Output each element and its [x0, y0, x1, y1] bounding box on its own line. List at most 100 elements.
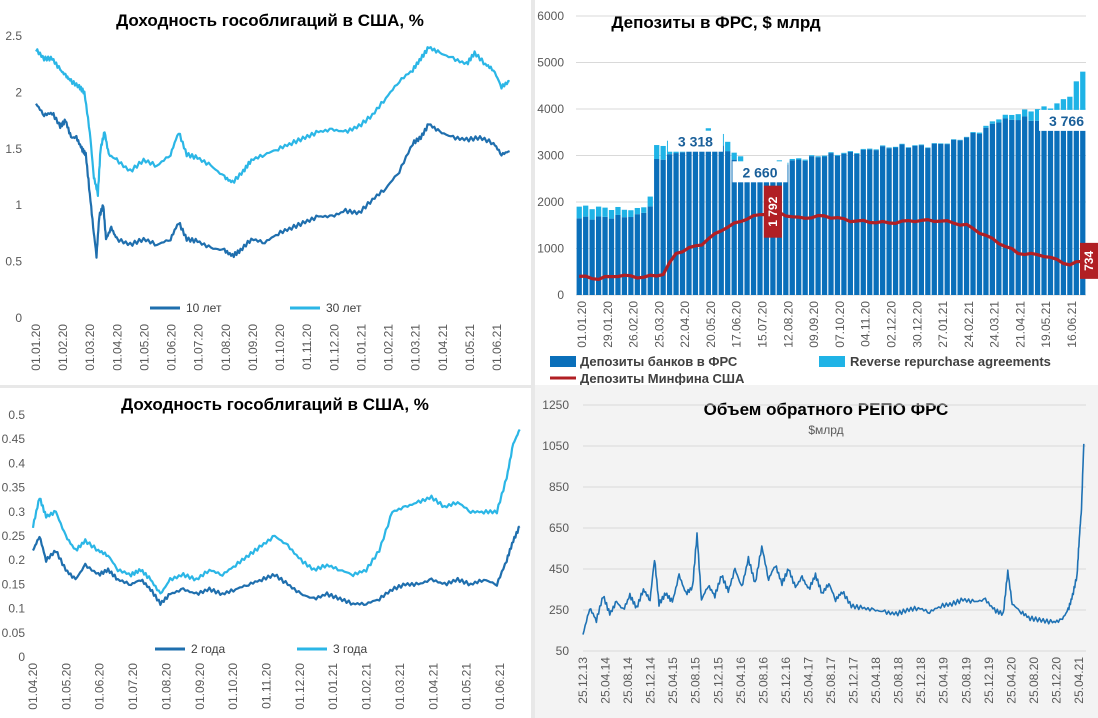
chart2-bar-rrp	[1022, 109, 1028, 117]
chart1-x-tick-label: 01.09.20	[246, 324, 260, 371]
chart2-bar-rrp	[1034, 109, 1041, 121]
chart1-x-tick-label: 01.11.20	[300, 324, 314, 370]
chart2-x-tick-label: 09.09.20	[807, 301, 821, 348]
chart3-x-tick-label: 01.01.21	[326, 663, 340, 710]
chart2-title: Депозиты в ФРС, $ млрд	[611, 13, 821, 32]
chart2-x-tick-label: 21.04.21	[1013, 301, 1027, 348]
chart2-svg: 0 1000 2000 3000 4000 5000 6000 3 318 2 660 3 76…	[537, 9, 1098, 385]
chart2-bar-bank	[1067, 124, 1073, 295]
chart4-x-tick-label: 25.08.18	[892, 657, 906, 704]
chart2-label-box	[667, 130, 723, 152]
chart2-bar-bank	[970, 132, 976, 295]
chart1-title: Доходность гособлигаций в США, %	[116, 11, 424, 30]
chart2-bar-rrp	[892, 146, 899, 148]
chart4-subtitle: $млрд	[808, 423, 843, 437]
chart3-y-ticks: 0 0.05 0.1 0.15 0.2 0.25 0.3 0.35 0.4 0.45 0.5	[2, 408, 26, 664]
legend-label-2y: 2 года	[191, 642, 226, 656]
chart4-x-tick-label: 25.04.17	[801, 657, 815, 704]
chart4-x-tick-label: 25.08.19	[959, 657, 973, 704]
chart4-x-tick-label: 25.12.19	[982, 657, 996, 704]
chart2-label-box	[732, 161, 788, 183]
chart2-x-tick-label: 15.07.20	[756, 301, 770, 348]
chart3-x-tick-label: 01.05.20	[59, 663, 73, 710]
chart2-y-tick-label: 6000	[537, 9, 564, 23]
chart3-x-ticks: 01.04.20 01.05.20 01.06.20 01.07.20 01.08.20…	[26, 663, 507, 710]
chart2-bar-rrp	[802, 159, 808, 161]
chart1-x-tick-label: 01.08.20	[219, 324, 233, 371]
chart4-x-tick-label: 25.08.17	[824, 657, 838, 704]
legend-label-30y: 30 лет	[326, 301, 362, 315]
chart2-y-tick-label: 5000	[537, 56, 564, 70]
chart2-bar-rrp	[621, 209, 628, 218]
chart2-bar-rrp	[828, 152, 834, 154]
chart2-x-tick-label: 04.11.20	[859, 301, 873, 347]
chart2-bar-rrp	[1002, 114, 1008, 119]
chart2-bar-rrp	[789, 158, 795, 161]
chart2-bar-bank	[834, 155, 841, 295]
chart1-y-tick-label: 1.5	[5, 142, 22, 156]
chart4-x-tick-label: 25.12.17	[847, 657, 861, 704]
chart2-bar-bank	[841, 153, 847, 295]
chart2-bar-bank	[892, 147, 899, 295]
chart3-x-tick-label: 01.05.21	[460, 663, 474, 710]
chart2-bar-bank	[1009, 119, 1015, 296]
chart2-bar-bank	[847, 151, 853, 295]
chart2-bar-rrp	[634, 207, 640, 215]
chart2-bar-bank	[1034, 120, 1041, 296]
chart1-x-tick-label: 01.01.20	[29, 324, 43, 371]
chart2-bar-bank	[1015, 120, 1021, 296]
chart2-y-tick-label: 1000	[537, 242, 564, 256]
chart2-bar-bank	[989, 123, 996, 295]
chart2-bar-bank	[705, 144, 711, 295]
chart2-bar-rrp	[1028, 111, 1034, 121]
chart2-treasury-path	[579, 209, 1083, 281]
chart2-bar-rrp	[886, 147, 892, 149]
chart2-bar-rrp	[809, 155, 815, 157]
chart3-x-tick-label: 01.06.21	[493, 663, 507, 710]
chart3-series-line	[32, 525, 521, 606]
chart2-bar-bank	[699, 146, 705, 295]
chart1-series-line	[35, 46, 510, 197]
chart2-treasury-line	[579, 209, 1083, 281]
chart3-y-tick-label: 0.35	[2, 481, 26, 495]
chart2-value-label: 2 660	[742, 164, 777, 180]
legend-label-treasury: Депозиты Минфина США	[580, 371, 745, 385]
chart2-red-label-box	[763, 185, 782, 238]
chart2-bar-rrp	[1009, 114, 1015, 120]
chart2-bar-bank	[815, 157, 821, 295]
chart2-bar-bank	[757, 165, 763, 295]
chart2-bar-rrp	[602, 207, 608, 217]
chart2-bar-bank	[660, 159, 666, 295]
chart2-x-tick-label: 01.01.20	[575, 301, 589, 348]
chart2-bar-bank	[983, 127, 989, 295]
chart2-bar-rrp	[725, 141, 731, 152]
chart3-x-tick-label: 01.02.21	[360, 663, 374, 710]
chart2-bar-bank	[957, 140, 963, 295]
chart3-legend: 2 года 3 года	[155, 642, 368, 656]
chart2-bar-rrp	[731, 152, 737, 160]
chart1-x-tick-label: 01.12.20	[327, 324, 341, 371]
chart4-y-tick-label: 250	[549, 603, 569, 617]
chart3-x-tick-label: 01.08.20	[159, 663, 173, 710]
chart2-x-ticks: 01.01.20 29.01.20 26.02.20 25.03.20 22.04.20…	[575, 301, 1079, 348]
chart2-bar-rrp	[873, 149, 879, 151]
chart2-bar-rrp	[976, 132, 983, 135]
chart2-bar-rrp	[841, 152, 847, 154]
chart2-bar-bank	[1047, 124, 1054, 295]
legend-swatch-rrp	[819, 356, 845, 367]
chart4-grid	[583, 404, 1086, 652]
chart4-y-tick-label: 1250	[542, 398, 569, 412]
chart-yields-10y-30y: Доходность гособлигаций в США, % 0 0.5 1 1.…	[0, 0, 531, 385]
chart2-bar-bank	[1022, 116, 1028, 295]
chart2-y-ticks: 0 1000 2000 3000 4000 5000 6000	[537, 9, 564, 302]
chart2-bar-rrp	[847, 151, 853, 152]
chart2-y-tick-label: 3000	[537, 149, 564, 163]
chart2-bar-bank	[686, 146, 692, 295]
chart4-x-tick-label: 25.12.13	[576, 657, 590, 704]
chart2-bar-bank	[641, 212, 647, 295]
chart2-bar-rrp	[576, 206, 582, 219]
chart2-bar-rrp	[905, 147, 912, 148]
chart1-y-tick-label: 2.5	[5, 29, 22, 43]
chart2-bar-rrp	[944, 143, 950, 145]
chart2-bar-rrp	[925, 147, 931, 149]
